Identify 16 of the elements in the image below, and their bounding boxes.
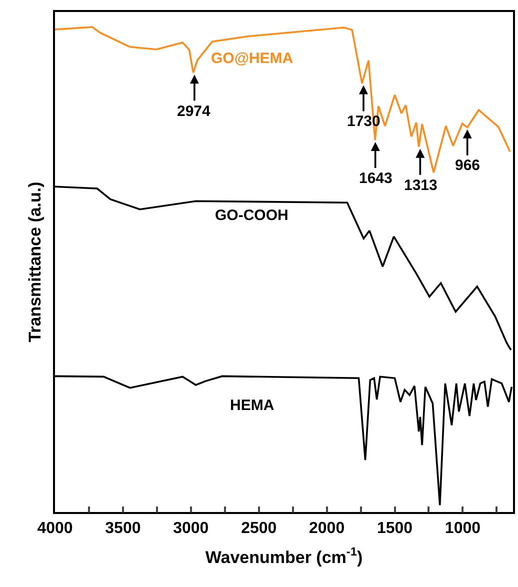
series-label: GO@HEMA — [211, 50, 294, 67]
series-label: GO-COOH — [215, 207, 288, 224]
x-tick-label: 2000 — [309, 520, 345, 537]
x-tick-label: 1000 — [444, 520, 481, 537]
annotation: 1313 — [404, 177, 438, 194]
x-tick-label: 4000 — [37, 520, 73, 537]
annotation: 2974 — [177, 103, 212, 120]
y-axis-title: Transmittance (a.u.) — [25, 182, 44, 342]
x-tick-label: 3000 — [173, 520, 209, 537]
x-tick-label: 2500 — [241, 520, 277, 537]
annotation: 1643 — [359, 170, 392, 187]
series-label: HEMA — [230, 397, 274, 414]
x-axis-title: Wavenumber (cm$^{-1}$) — [205, 544, 363, 567]
x-tick-label: 1500 — [376, 520, 413, 537]
x-tick-label: 3500 — [105, 520, 141, 537]
annotation: 966 — [455, 157, 480, 174]
